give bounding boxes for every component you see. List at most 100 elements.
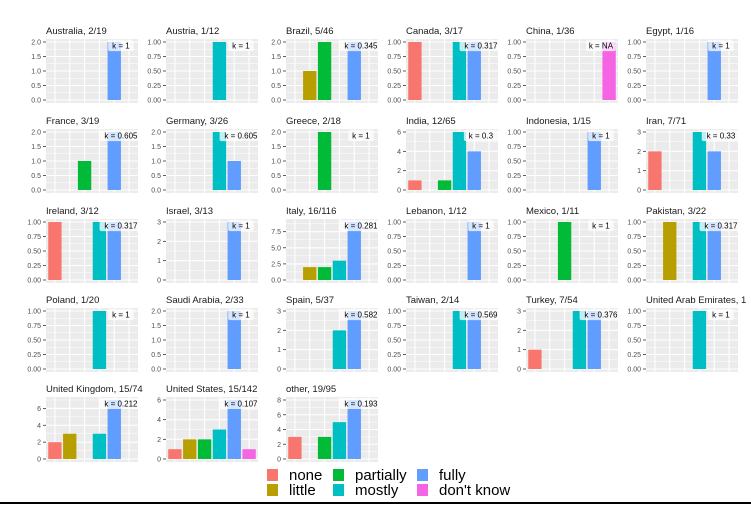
bar-none [648,151,662,190]
k-label: k = 0.569 [464,311,498,320]
y-tick-label: 2.0 [271,130,281,137]
k-label: k = 0.3 [469,132,494,141]
legend-label: mostly [355,482,399,499]
facet-panel: 0.0 0.5 1.0 1.5 2.0 k = 1 Australia, 2/19 [31,26,138,105]
y-tick-label: 1.5 [151,144,161,151]
legend-label: none [289,467,322,484]
y-tick-label: 1.5 [271,54,281,61]
y-tick-label: 0.75 [627,54,641,61]
y-tick-label: 0.25 [627,352,641,359]
y-tick-label: 1.00 [387,309,401,316]
k-label-box [219,130,263,142]
k-label: k = 1 [232,42,250,51]
bar-mostly [92,222,107,280]
k-label: k = 1 [592,222,610,231]
panel-title: Egypt, 1/16 [646,26,694,37]
bar-mostly [452,42,467,100]
panel-title: United Arab Emirates, 1 [646,295,746,306]
k-label-box [228,40,254,52]
y-tick-label: 0.00 [27,367,41,374]
y-tick-label: 3 [637,130,641,137]
bar-fully [107,132,121,190]
facet-panel: 0.00 0.25 0.50 0.75 1.00 k = 0.569 Taiwan, 2/1… [387,295,503,374]
legend-item: don't know [417,482,510,499]
y-tick-label: 1 [517,347,521,354]
k-label: k = 0.281 [344,222,378,231]
panel-title: Lebanon, 1/12 [406,206,467,217]
facet-panel: 0 2 4 6 k = 0.3 India, 12/65 [397,116,498,195]
y-tick-label: 2 [37,440,41,447]
y-tick-label: 3 [157,220,161,227]
bar-don-t-know [602,42,616,100]
k-label: k = 0.317 [464,42,498,51]
bar-mostly [92,311,107,369]
k-label: k = 1 [112,311,130,320]
y-tick-label: 0.00 [627,367,641,374]
y-tick-label: 2 [157,437,161,444]
y-tick-label: 2 [157,239,161,246]
bar-partially [77,161,92,190]
bar-little [663,222,677,280]
panel-title: Brazil, 5/46 [286,26,334,37]
y-tick-label: 5.0 [271,245,281,252]
y-tick-label: 1.0 [151,338,161,345]
facet-panel: 0.0 0.5 1.0 1.5 2.0 k = 0.605 France, 3/19 [31,116,143,195]
bar-fully [707,222,721,280]
bar-fully [347,42,361,100]
k-label: k = 1 [352,132,370,141]
panel-title: Germany, 3/26 [166,116,228,127]
panel-title: Indonesia, 1/15 [526,116,591,127]
bar-fully [227,161,241,190]
facet-panel: 0.0 0.5 1.0 1.5 2.0 k = 1 Saudi Arabia, 2/33 [151,295,258,374]
bar-none [528,349,542,369]
y-tick-label: 0.50 [147,69,161,76]
y-tick-label: 2 [397,168,401,175]
bar-mostly [452,311,467,369]
y-tick-label: 8 [277,398,281,405]
legend-item: none [267,467,322,484]
y-tick-label: 0.5 [271,83,281,90]
y-tick-label: 0.0 [31,98,41,105]
y-tick-label: 0 [277,367,281,374]
bar-fully [707,42,721,100]
y-tick-label: 0.25 [387,352,401,359]
y-tick-label: 0.25 [27,263,41,270]
bar-little [63,433,77,459]
facet-panel: 0.0 0.5 1.0 1.5 2.0 k = 1 Greece, 2/18 [271,116,378,195]
k-label: k = 1 [592,132,610,141]
y-tick-label: 1 [637,168,641,175]
y-tick-label: 0.50 [507,249,521,256]
y-tick-label: 2 [277,328,281,335]
bar-none [408,180,422,190]
y-tick-label: 0.75 [27,323,41,330]
k-label-box [459,309,503,321]
y-tick-label: 1.00 [27,309,41,316]
y-tick-label: 0 [277,457,281,464]
bar-fully [107,42,121,100]
k-label-box [463,130,498,142]
y-tick-label: 0.25 [627,83,641,90]
facet-panel: 0.0 2.5 5.0 7.5 k = 0.281 Italy, 16/116 [271,206,383,285]
y-tick-label: 0 [637,188,641,195]
legend-label: partially [355,467,407,484]
bar-partially [437,180,452,190]
legend-item: little [267,482,316,499]
k-label-box [228,309,254,321]
k-label-box [468,220,494,232]
panel-title: Turkey, 7/54 [526,295,578,306]
y-tick-label: 0.25 [387,263,401,270]
y-tick-label: 0.0 [151,188,161,195]
facet-panel: 0.00 0.25 0.50 0.75 1.00 k = 1 United Arab Emi… [627,295,746,373]
bar-mostly [212,429,227,459]
facet-panel: 0.00 0.25 0.50 0.75 1.00 k = 1 Lebanon, 1/12 [387,206,498,285]
bar-fully [467,151,481,190]
bar-partially [317,42,332,100]
panel-title: Mexico, 1/11 [526,206,579,217]
panel-title: France, 3/19 [46,116,99,127]
k-label-box [99,398,143,410]
facet-panel: 0 2 4 6 k = 0.212 United Kingdom, 15/74 [37,384,143,463]
k-label-box [708,40,734,52]
y-tick-label: 4 [277,427,281,434]
